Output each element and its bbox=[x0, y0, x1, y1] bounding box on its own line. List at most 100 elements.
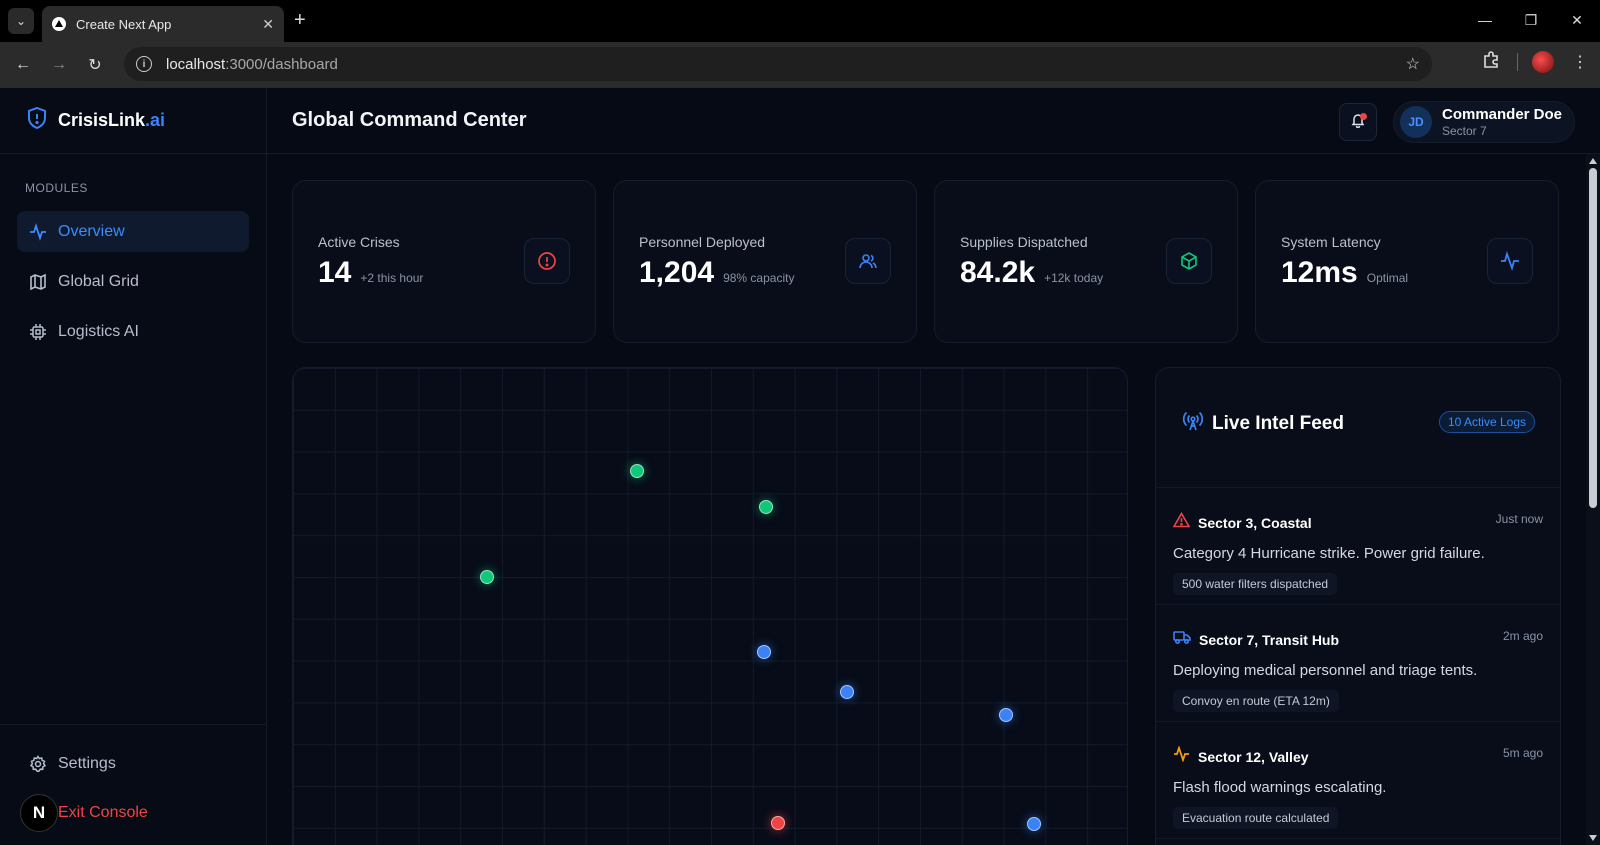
feed-log-item[interactable]: Sector 3, Coastal Just now Category 4 Hu… bbox=[1156, 488, 1560, 605]
log-tag: 500 water filters dispatched bbox=[1173, 573, 1338, 595]
exit-console-button[interactable]: Exit Console bbox=[17, 792, 249, 833]
map-marker[interactable] bbox=[1027, 817, 1041, 831]
brand[interactable]: CrisisLink.ai bbox=[0, 88, 266, 154]
stat-card-personnel: Personnel Deployed 1,204 98% capacity bbox=[613, 180, 917, 343]
browser-toolbar: ← → ↻ i localhost:3000/dashboard ☆ ⋮ bbox=[0, 42, 1600, 88]
reload-button[interactable]: ↻ bbox=[88, 57, 102, 74]
settings-button[interactable]: Settings bbox=[17, 743, 249, 784]
stat-card-latency: System Latency 12ms Optimal bbox=[1255, 180, 1559, 343]
stat-label: Personnel Deployed bbox=[639, 234, 766, 250]
sidebar-item-global-grid[interactable]: Global Grid bbox=[17, 261, 249, 302]
feed-log-item[interactable]: Sector 7, Transit Hub 2m ago Deploying m… bbox=[1156, 605, 1560, 722]
back-button[interactable]: ← bbox=[15, 56, 31, 73]
log-title: Sector 3, Coastal bbox=[1198, 514, 1312, 531]
log-time: 2m ago bbox=[1502, 629, 1543, 643]
stat-label: Supplies Dispatched bbox=[960, 234, 1088, 250]
minimize-button[interactable]: — bbox=[1478, 12, 1492, 28]
stat-sub: +12k today bbox=[1044, 271, 1104, 285]
restore-button[interactable]: ❐ bbox=[1524, 11, 1538, 28]
radio-tower-icon bbox=[1182, 410, 1204, 437]
sidebar-item-logistics-ai[interactable]: Logistics AI bbox=[17, 311, 249, 352]
user-name: Commander Doe bbox=[1442, 106, 1563, 123]
close-window-button[interactable]: ✕ bbox=[1571, 11, 1583, 28]
extensions-icon[interactable] bbox=[1479, 50, 1503, 73]
map-marker[interactable] bbox=[480, 570, 494, 584]
map-marker[interactable] bbox=[840, 685, 854, 699]
log-body: Flash flood warnings escalating. bbox=[1173, 779, 1387, 796]
forward-button[interactable]: → bbox=[51, 56, 67, 73]
modules-label: MODULES bbox=[25, 181, 88, 195]
feed-log-item[interactable]: Sector 12, Valley 5m ago Flash flood war… bbox=[1156, 722, 1560, 839]
user-profile[interactable]: JD Commander Doe Sector 7 bbox=[1393, 101, 1575, 143]
feed-header: Live Intel Feed 10 Active Logs bbox=[1156, 368, 1560, 488]
site-info-icon[interactable]: i bbox=[136, 56, 152, 72]
truck-icon bbox=[1173, 629, 1191, 650]
sidebar-item-overview[interactable]: Overview bbox=[17, 211, 249, 252]
stat-label: System Latency bbox=[1281, 234, 1381, 250]
notifications-button[interactable] bbox=[1339, 103, 1377, 141]
sidebar-item-label: Global Grid bbox=[58, 272, 139, 290]
bookmark-star-icon[interactable]: ☆ bbox=[1405, 56, 1420, 73]
notification-dot bbox=[1360, 113, 1367, 120]
map-icon bbox=[29, 273, 47, 291]
sidebar-item-label: Logistics AI bbox=[58, 322, 139, 340]
stat-value: 12ms bbox=[1281, 256, 1358, 289]
new-tab-button[interactable]: + bbox=[294, 9, 306, 31]
page-scrollbar[interactable] bbox=[1586, 154, 1600, 845]
alert-triangle-icon bbox=[1172, 511, 1191, 533]
scrollbar-thumb[interactable] bbox=[1589, 168, 1597, 508]
map-marker[interactable] bbox=[630, 464, 644, 478]
stat-label: Active Crises bbox=[318, 234, 400, 250]
active-logs-badge: 10 Active Logs bbox=[1438, 411, 1535, 433]
feed-title: Live Intel Feed bbox=[1212, 412, 1344, 434]
sidebar-footer: Settings Exit Console bbox=[0, 724, 266, 833]
scroll-down-arrow-icon[interactable] bbox=[1589, 835, 1597, 841]
log-title: Sector 7, Transit Hub bbox=[1199, 631, 1340, 648]
browser-menu-icon[interactable]: ⋮ bbox=[1572, 53, 1588, 71]
stat-sub: +2 this hour bbox=[360, 271, 424, 285]
stat-sub: Optimal bbox=[1366, 271, 1409, 285]
map-marker[interactable] bbox=[759, 500, 773, 514]
tab-search-button[interactable]: ⌄ bbox=[8, 8, 34, 34]
map-marker[interactable] bbox=[771, 816, 785, 830]
profile-avatar[interactable] bbox=[1532, 50, 1554, 73]
scroll-up-arrow-icon[interactable] bbox=[1589, 158, 1597, 164]
nextjs-dev-indicator[interactable]: N bbox=[20, 794, 58, 832]
map-marker[interactable] bbox=[757, 645, 771, 659]
sidebar-nav: Overview Global Grid Logistics AI bbox=[0, 211, 266, 352]
cpu-icon bbox=[29, 323, 47, 341]
users-icon bbox=[845, 238, 891, 284]
stat-card-active-crises: Active Crises 14 +2 this hour bbox=[292, 180, 596, 343]
browser-tab[interactable]: Create Next App ✕ bbox=[42, 6, 284, 42]
tab-close-icon[interactable]: ✕ bbox=[262, 15, 274, 32]
log-tag: Convoy en route (ETA 12m) bbox=[1173, 690, 1339, 712]
exit-console-label: Exit Console bbox=[58, 803, 148, 821]
main-content: Global Command Center JD Commander Doe S… bbox=[267, 88, 1600, 845]
stats-row: Active Crises 14 +2 this hour Personnel D… bbox=[292, 180, 1559, 343]
window-controls: — ❐ ✕ bbox=[1462, 0, 1600, 40]
tab-title: Create Next App bbox=[76, 16, 172, 32]
topbar: Global Command Center JD Commander Doe S… bbox=[267, 88, 1600, 154]
brand-name: CrisisLink.ai bbox=[58, 110, 166, 130]
gear-icon bbox=[29, 754, 47, 773]
stat-card-supplies: Supplies Dispatched 84.2k +12k today bbox=[934, 180, 1238, 343]
address-bar[interactable]: i localhost:3000/dashboard ☆ bbox=[124, 47, 1432, 81]
avatar: JD bbox=[1400, 106, 1432, 138]
global-map[interactable] bbox=[292, 367, 1128, 845]
sidebar-item-label: Overview bbox=[58, 222, 125, 240]
settings-label: Settings bbox=[58, 754, 116, 772]
page-title: Global Command Center bbox=[292, 109, 527, 131]
shield-icon bbox=[26, 106, 48, 135]
package-icon bbox=[1166, 238, 1212, 284]
map-marker[interactable] bbox=[999, 708, 1013, 722]
log-tag: Evacuation route calculated bbox=[1173, 807, 1339, 829]
url-text[interactable]: localhost:3000/dashboard bbox=[166, 55, 338, 73]
stat-value: 1,204 bbox=[639, 256, 715, 289]
app-root: CrisisLink.ai MODULES Overview Global Gr… bbox=[0, 88, 1600, 845]
log-title: Sector 12, Valley bbox=[1198, 748, 1309, 765]
stat-value: 84.2k bbox=[960, 256, 1036, 289]
browser-tabbar: ⌄ Create Next App ✕ + — ❐ ✕ bbox=[0, 0, 1600, 42]
activity-icon bbox=[29, 222, 47, 241]
log-time: Just now bbox=[1495, 512, 1543, 526]
sidebar: CrisisLink.ai MODULES Overview Global Gr… bbox=[0, 88, 267, 845]
